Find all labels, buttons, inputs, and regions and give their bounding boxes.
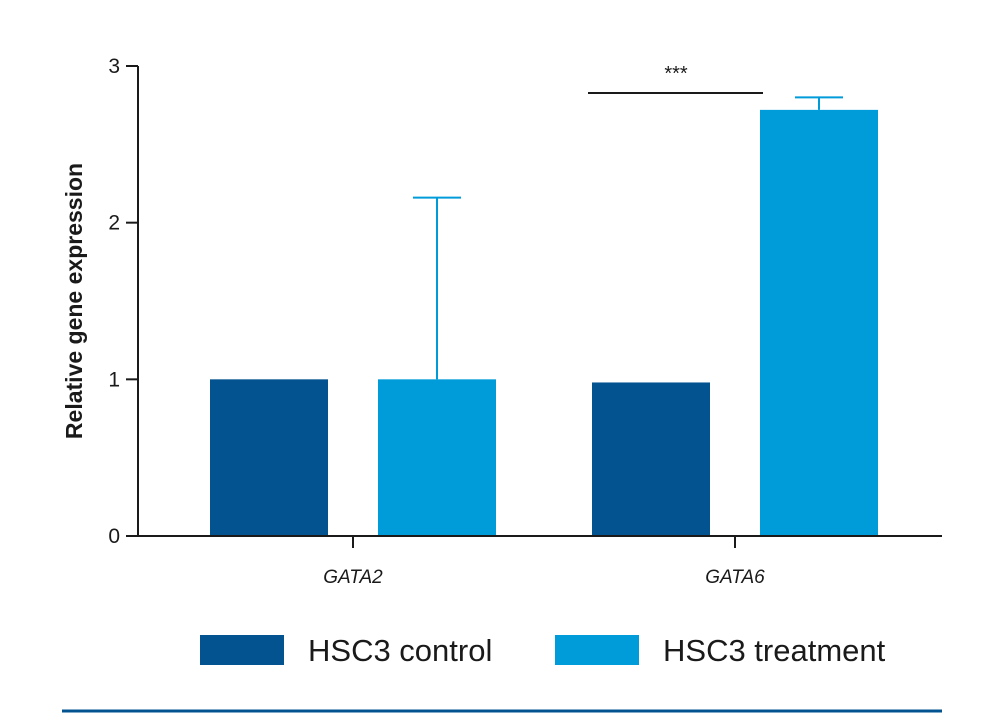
- legend-swatch-control: [200, 635, 284, 665]
- y-tick-label: 0: [108, 525, 120, 548]
- x-category-label: GATA2: [323, 567, 383, 588]
- y-tick-label: 3: [108, 55, 120, 78]
- y-tick-label: 2: [108, 212, 120, 235]
- bar-gata2-treatment: [378, 379, 496, 536]
- x-category-label: GATA6: [705, 567, 765, 588]
- bar-gata2-control: [210, 379, 328, 536]
- legend: HSC3 control HSC3 treatment: [200, 633, 886, 668]
- legend-swatch-treatment: [555, 635, 639, 665]
- y-axis-label: Relative gene expression: [61, 163, 87, 439]
- bar-gata6-control: [592, 382, 710, 536]
- y-tick-label: 1: [108, 368, 120, 391]
- legend-label-control: HSC3 control: [308, 633, 492, 668]
- significance-label: ***: [664, 63, 688, 85]
- plot-area: 0 1 2 3 GATA2 GATA6 ***: [108, 55, 942, 588]
- bar-gata6-treatment: [760, 109, 878, 536]
- legend-label-treatment: HSC3 treatment: [663, 633, 886, 668]
